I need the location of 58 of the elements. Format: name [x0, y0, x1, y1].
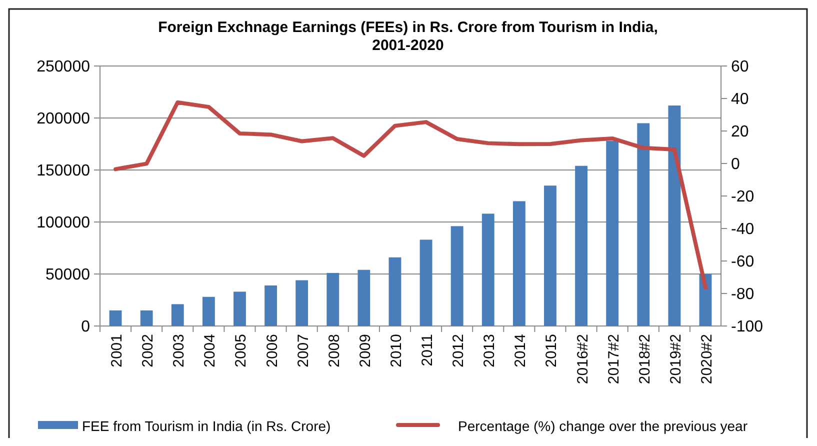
x-tick-label: 2019#2 [667, 334, 684, 384]
x-tick-label: 2013 [481, 334, 498, 368]
x-tick-label: 2002 [140, 334, 157, 368]
x-tick-label: 2010 [388, 334, 405, 368]
x-tick-label: 2004 [202, 334, 219, 368]
x-tick-label: 2014 [512, 334, 530, 368]
bar [358, 270, 370, 326]
x-tick-label: 2008 [326, 334, 343, 368]
x-tick-label: 2007 [294, 334, 312, 368]
bar [202, 296, 215, 326]
legend-label: Percentage (%) change over the previous year [458, 418, 748, 434]
y-tick-label: 50000 [46, 266, 90, 284]
bar [575, 166, 588, 326]
x-tick-label: 2001 [108, 334, 126, 368]
bar [234, 292, 246, 326]
bar [512, 201, 526, 326]
x-tick-label: 2015 [543, 334, 560, 368]
y-tick-label: 200000 [36, 110, 90, 128]
line-series [114, 100, 708, 290]
bar [296, 280, 308, 326]
y2-tick-label: -40 [731, 221, 754, 238]
y-tick-label: 0 [81, 318, 90, 336]
x-tick-label: 2006 [264, 334, 281, 368]
bar [637, 123, 650, 326]
y2-tick-label: -100 [731, 318, 764, 336]
y2-tick-label: 0 [731, 156, 740, 174]
x-tick-label: 2016#2 [574, 334, 592, 384]
bar [606, 140, 619, 326]
y2-tick-label: 40 [731, 91, 749, 108]
bar [109, 310, 122, 326]
legend-label: FEE from Tourism in India (in Rs. Crore) [82, 418, 331, 434]
bar [544, 186, 556, 326]
x-tick-label: 2018#2 [636, 334, 654, 384]
bar [482, 214, 494, 326]
chart-title: Foreign Exchnage Earnings (FEEs) in Rs. Crore from Tourism in India, 2001-2020 [158, 19, 658, 54]
y-tick-label: 100000 [36, 214, 90, 232]
bar [450, 226, 464, 326]
y-tick-label: 250000 [36, 58, 90, 76]
x-tick-label: 2003 [170, 334, 188, 368]
y2-tick-label: 60 [731, 58, 749, 76]
y2-tick-label: -80 [731, 286, 754, 304]
bar [264, 285, 277, 326]
y2-tick-label: -20 [731, 188, 754, 206]
x-tick-label: 2011 [419, 334, 436, 366]
bar [171, 304, 184, 326]
x-tick-label: 2020#2 [698, 334, 716, 384]
x-tick-label: 2017#2 [605, 334, 622, 384]
y2-tick-label: -60 [731, 254, 754, 271]
x-tick-label: 2005 [232, 334, 250, 368]
y2-tick-label: 20 [731, 124, 749, 141]
bar [140, 310, 153, 326]
bar [420, 240, 432, 326]
x-tick-label: 2009 [356, 334, 374, 368]
x-tick-label: 2012 [450, 334, 468, 368]
bar [388, 257, 402, 326]
bar [326, 272, 340, 326]
bar [668, 106, 681, 326]
y-tick-label: 150000 [36, 162, 90, 180]
